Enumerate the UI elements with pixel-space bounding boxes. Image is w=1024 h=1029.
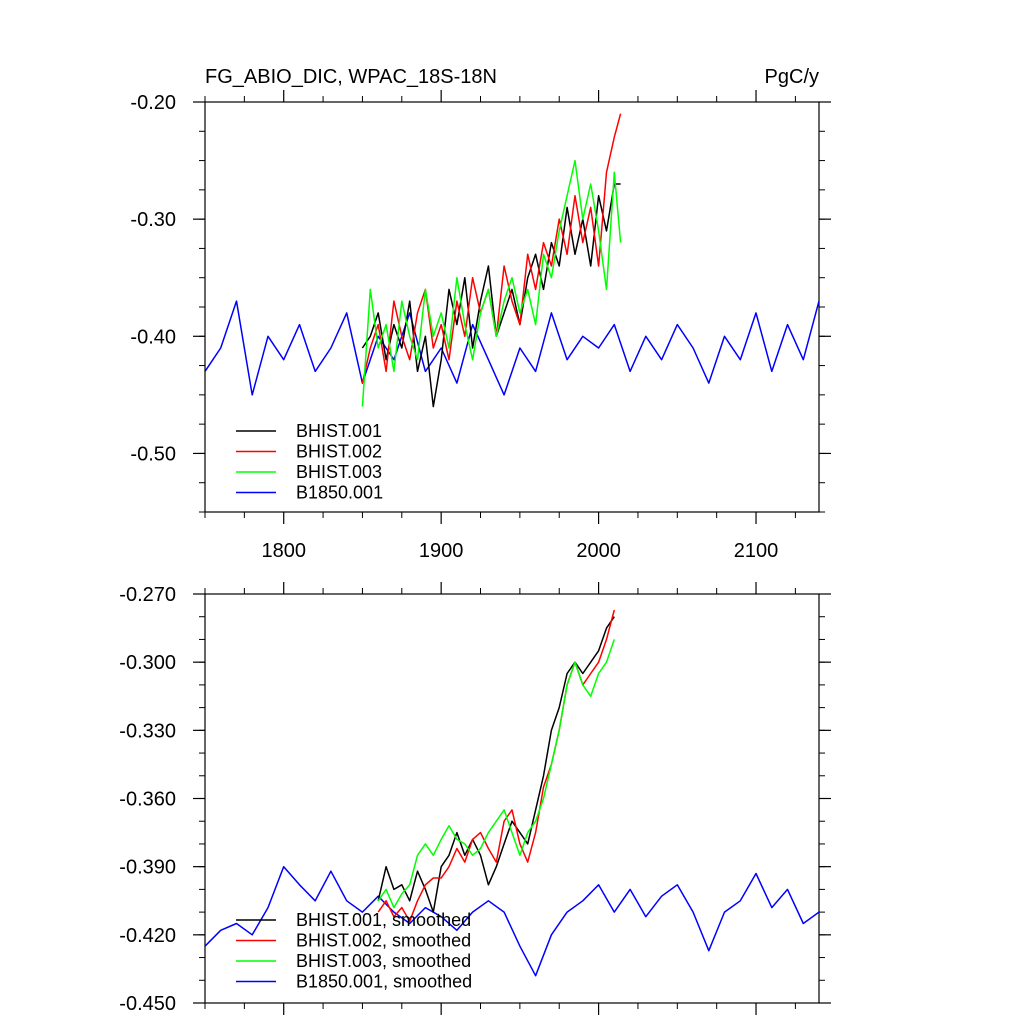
bottom-panel-axes: -0.450 -0.420 -0.390 -0.360 -0.330 -0.300 -0.2… [119, 582, 831, 1015]
legend-label-bhist-003-smoothed: BHIST.003, smoothed [296, 951, 471, 971]
series-line-bhist-003-smoothed [377, 639, 616, 909]
series-line-b1850-001 [205, 300, 819, 396]
x-tick-label: 1800 [261, 540, 306, 562]
bottom-panel-series [205, 609, 819, 977]
series-line-bhist-003 [361, 159, 622, 407]
y-tick-label: -0.50 [130, 443, 176, 465]
x-tick-label: 2000 [576, 540, 621, 562]
series-line-bhist-002 [361, 113, 622, 384]
x-tick-label: 2100 [734, 540, 779, 562]
legend-label-b1850-001-smoothed: B1850.001, smoothed [296, 972, 472, 992]
x-tick-label: 1900 [419, 540, 464, 562]
bottom-panel: -0.450 -0.420 -0.390 -0.360 -0.330 -0.300 -0.2… [119, 582, 831, 1015]
top-panel-series [205, 113, 819, 408]
top-panel-axes: 1800 1900 2000 2100 -0.50 -0.40 -0.30 -0.20 [130, 90, 831, 562]
legend-label-bhist-002-smoothed: BHIST.002, smoothed [296, 931, 471, 951]
legend-label-bhist-003: BHIST.003 [296, 462, 382, 482]
chart-title: FG_ABIO_DIC, WPAC_18S-18N [205, 66, 497, 88]
y-tick-label: -0.450 [119, 993, 176, 1015]
y-tick-label: -0.30 [130, 209, 176, 231]
series-line-bhist-002-smoothed [377, 609, 616, 922]
y-tick-label: -0.330 [119, 720, 176, 742]
legend-label-bhist-002: BHIST.002 [296, 442, 382, 462]
series-line-b1850-001-smoothed [205, 865, 819, 977]
units-label: PgC/y [765, 66, 819, 88]
legend-label-b1850-001: B1850.001 [296, 483, 383, 503]
y-tick-label: -0.40 [130, 326, 176, 348]
top-panel: FG_ABIO_DIC, WPAC_18S-18N PgC/y 1800 1900… [130, 66, 831, 562]
y-tick-label: -0.420 [119, 925, 176, 947]
legend-label-bhist-001: BHIST.001 [296, 421, 382, 441]
y-tick-label: -0.300 [119, 652, 176, 674]
y-tick-label: -0.360 [119, 789, 176, 811]
y-tick-label: -0.390 [119, 857, 176, 879]
series-line-bhist-001 [361, 183, 621, 408]
y-tick-label: -0.20 [130, 92, 176, 114]
y-tick-label: -0.270 [119, 584, 176, 606]
legend-label-bhist-001-smoothed: BHIST.001, smoothed [296, 910, 471, 930]
